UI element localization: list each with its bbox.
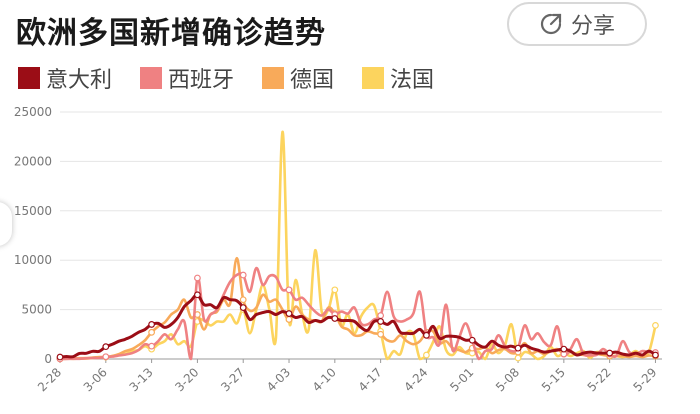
legend-item-spain[interactable]: 西班牙 bbox=[140, 62, 234, 94]
data-point-italy bbox=[102, 343, 110, 351]
legend-label-italy: 意大利 bbox=[46, 68, 113, 93]
data-point-spain bbox=[239, 271, 247, 279]
y-tick-label: 5000 bbox=[21, 303, 52, 317]
legend-item-italy[interactable]: 意大利 bbox=[18, 62, 112, 94]
data-point-germany bbox=[377, 330, 385, 338]
x-tick-label: 5-01 bbox=[447, 365, 476, 394]
data-point-italy bbox=[285, 310, 293, 317]
share-label: 分享 bbox=[570, 14, 615, 39]
legend-swatch-spain bbox=[140, 67, 163, 89]
x-tick-label: 5-15 bbox=[539, 365, 568, 394]
data-point-spain bbox=[377, 312, 385, 319]
page-title: 欧洲多国新增确诊趋势 bbox=[16, 16, 326, 51]
data-point-italy bbox=[514, 344, 522, 352]
data-point-italy bbox=[606, 349, 614, 357]
data-point-italy bbox=[377, 318, 385, 325]
y-tick-label: 25000 bbox=[14, 105, 52, 119]
data-point-france bbox=[514, 354, 522, 362]
data-point-italy bbox=[560, 345, 568, 353]
data-point-spain bbox=[285, 286, 293, 294]
data-point-germany bbox=[148, 328, 156, 336]
x-tick-label: 5-22 bbox=[585, 365, 614, 394]
data-point-spain bbox=[194, 274, 201, 282]
x-tick-label: 3-27 bbox=[218, 365, 247, 394]
legend-item-france[interactable]: 法国 bbox=[362, 62, 434, 94]
series-line-italy bbox=[58, 293, 657, 359]
legend-label-germany: 德国 bbox=[290, 68, 335, 93]
data-point-italy bbox=[468, 336, 476, 344]
x-tick-label: 4-24 bbox=[401, 365, 430, 394]
data-point-france bbox=[423, 351, 430, 359]
data-point-germany bbox=[285, 316, 293, 323]
data-point-italy bbox=[331, 315, 339, 322]
legend-swatch-france bbox=[362, 67, 385, 89]
legend-swatch-italy bbox=[18, 67, 40, 89]
data-point-italy bbox=[652, 351, 659, 359]
x-tick-label: 5-08 bbox=[493, 365, 522, 394]
data-point-france bbox=[652, 322, 659, 329]
y-tick-label: 20000 bbox=[14, 154, 52, 168]
x-tick-label: 2-28 bbox=[35, 365, 64, 394]
data-point-italy bbox=[239, 304, 247, 312]
legend-label-france: 法国 bbox=[390, 68, 435, 93]
x-tick-label: 4-17 bbox=[356, 365, 385, 394]
x-tick-label: 3-13 bbox=[127, 365, 156, 394]
legend-label-spain: 西班牙 bbox=[168, 68, 235, 93]
share-button[interactable]: 分享 bbox=[507, 2, 647, 46]
x-tick-label: 3-06 bbox=[81, 365, 110, 394]
data-point-france bbox=[331, 286, 339, 294]
x-tick-label: 4-03 bbox=[264, 365, 293, 394]
data-point-italy bbox=[56, 353, 64, 361]
chart-legend: 意大利 西班牙 德国 法国 bbox=[18, 62, 462, 94]
x-tick-label: 5-29 bbox=[630, 365, 659, 394]
share-icon bbox=[540, 13, 562, 35]
data-point-italy bbox=[423, 331, 430, 339]
series-line-spain bbox=[58, 266, 657, 361]
x-tick-label: 4-10 bbox=[310, 365, 339, 394]
legend-swatch-germany bbox=[262, 67, 285, 89]
data-point-italy bbox=[148, 321, 156, 328]
y-tick-label: 15000 bbox=[14, 204, 52, 218]
side-drawer-handle[interactable] bbox=[0, 202, 12, 246]
data-point-italy bbox=[194, 291, 201, 299]
y-tick-label: 0 bbox=[44, 352, 52, 366]
data-point-spain bbox=[102, 353, 110, 361]
data-point-germany bbox=[239, 296, 247, 304]
y-tick-label: 10000 bbox=[14, 253, 52, 267]
legend-item-germany[interactable]: 德国 bbox=[262, 62, 334, 94]
x-tick-label: 3-20 bbox=[172, 365, 201, 394]
data-point-spain bbox=[148, 342, 156, 350]
